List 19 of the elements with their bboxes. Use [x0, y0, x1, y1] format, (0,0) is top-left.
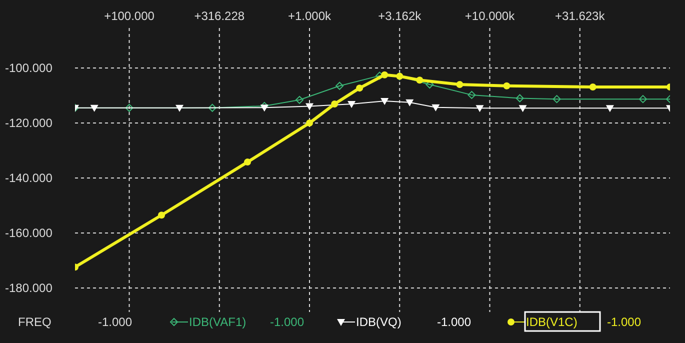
y-tick-label: -180.000	[5, 281, 53, 295]
x-tick-label: +31.623k	[555, 9, 606, 23]
x-tick-label: +100.000	[104, 9, 155, 23]
legend-label: IDB(VAF1)	[189, 315, 246, 329]
x-tick-label: +10.000k	[464, 9, 516, 23]
y-tick-label: -120.000	[5, 116, 53, 130]
text: -1.000	[437, 315, 472, 329]
legend-label: IDB(V1C)	[526, 315, 578, 329]
y-tick-label: -160.000	[5, 226, 53, 240]
x-tick-label: +316.228	[194, 9, 245, 23]
text: -1.000	[607, 315, 642, 329]
text: -1.000	[270, 315, 304, 329]
y-tick-label: -100.000	[5, 61, 53, 75]
x-tick-label: +3.162k	[378, 9, 422, 23]
x-tick-label: +1.000k	[288, 9, 332, 23]
legend-label: IDB(VQ)	[356, 315, 402, 329]
text: -1.000	[98, 315, 132, 329]
text: FREQ	[18, 315, 52, 329]
y-tick-label: -140.000	[5, 171, 53, 185]
